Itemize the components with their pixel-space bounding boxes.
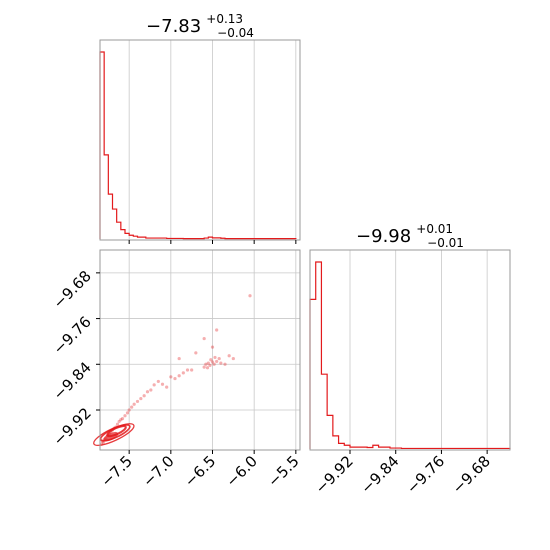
scatter-point [213,355,217,360]
scatter-point [123,414,127,418]
ticks-param2 [349,450,488,454]
ticks-param1 [128,240,297,244]
marginal-histogram-param1: −7.83 +0.13 −0.04 [99,8,301,244]
scatter-points [93,294,252,446]
grid-lines-joint [100,250,300,450]
scatter-point [135,399,140,404]
y-tick-label: −9.92 [50,404,95,449]
scatter-point [101,440,105,445]
ticks-joint [96,272,297,454]
scatter-point [202,365,206,369]
scatter-point [145,390,150,394]
scatter-point [209,358,213,362]
scatter-point [149,388,153,392]
scatter-point [204,362,208,366]
scatter-point [177,356,181,361]
title-param2-plus: +0.01 [416,222,453,236]
scatter-point [156,379,160,384]
grid-lines-param2 [349,250,488,450]
scatter-point [206,361,210,365]
x-tick-label: −9.92 [312,452,357,497]
scatter-point [132,402,136,406]
scatter-point [177,374,181,378]
y-tick-label: −9.84 [50,358,95,403]
title-param2-value: −9.98 [356,226,411,247]
x-tick-label: −7.5 [98,452,136,490]
scatter-point [165,385,169,389]
y-tick-label: −9.76 [50,313,95,358]
joint-scatter: −7.5 −7.0 −6.5 −6.0 −5.5 −9.68−9.76−9.84−9.9… [50,249,303,491]
scatter-point [208,363,212,368]
title-param2-minus: −0.01 [427,236,464,250]
x-tick-label: −9.68 [449,452,494,497]
title-param1-plus: +0.13 [206,12,243,26]
scatter-point [194,351,198,355]
axes-frame-param1 [99,39,301,241]
scatter-point [119,418,123,422]
scatter-point [223,362,227,366]
title-param2: −9.98 +0.01 −0.01 [356,218,464,250]
scatter-point [160,382,165,386]
scatter-point [130,405,134,409]
scatter-point [185,368,190,372]
x-tick-label: −5.5 [264,452,302,490]
scatter-point [169,375,173,379]
scatter-point [205,366,210,370]
x-tick-label: −9.84 [357,452,402,497]
histogram-step-param2 [309,261,511,450]
title-param1-minus: −0.04 [217,26,254,40]
x-tick-label: −6.0 [223,452,261,490]
axes-frame-joint [99,249,301,451]
scatter-point [248,294,252,298]
scatter-point [125,411,130,415]
axes-frame-param2 [309,249,511,451]
x-tick-labels-joint: −7.5 −7.0 −6.5 −6.0 −5.5 [98,452,303,490]
title-param1: −7.83 +0.13 −0.04 [146,8,254,40]
y-tick-labels-joint: −9.68−9.76−9.84−9.92 [50,267,95,449]
x-tick-labels-param2: −9.92 −9.84 −9.76 −9.68 [312,452,494,497]
scatter-point [217,356,221,361]
x-tick-label: −9.76 [403,452,448,497]
scatter-point [120,416,125,421]
scatter-point [227,354,231,358]
scatter-point [212,362,216,366]
scatter-point [181,371,185,375]
scatter-point [231,356,235,361]
scatter-point [127,408,131,412]
histogram-step-param1 [99,51,297,240]
scatter-point [202,336,206,341]
y-tick-label: −9.68 [50,267,95,312]
scatter-point [139,396,143,401]
scatter-point [215,328,219,332]
x-tick-label: −7.0 [139,452,177,490]
scatter-point [219,361,223,365]
scatter-point [173,376,177,381]
scatter-point [142,394,146,398]
density-peak [103,431,119,442]
grid-lines-param1 [128,40,297,240]
scatter-point [152,383,156,387]
x-tick-label: −6.5 [181,452,219,490]
title-param1-value: −7.83 [146,16,201,37]
scatter-point [115,422,120,426]
scatter-point [210,345,215,349]
marginal-histogram-param2: −9.92 −9.84 −9.76 −9.68 −9.98 +0.01 −0.01 [309,218,511,497]
scatter-point [210,360,215,364]
scatter-point [117,419,121,424]
scatter-point [215,359,219,364]
scatter-point [190,368,194,372]
